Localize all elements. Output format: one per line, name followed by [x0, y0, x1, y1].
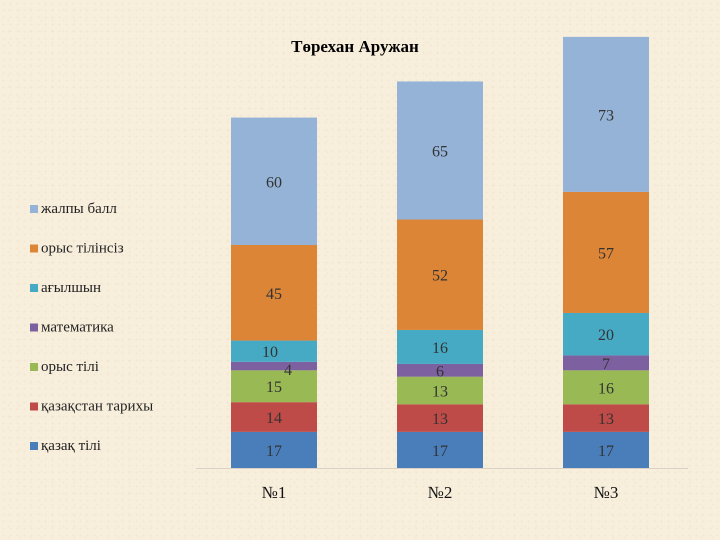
legend-label: қазақ тілі	[41, 438, 101, 454]
legend-swatch	[30, 323, 38, 332]
data-label-4-1: 4	[284, 362, 292, 379]
category-label-2: №2	[428, 483, 453, 502]
category-label-1: №1	[262, 483, 287, 502]
legend-item-6: қазақстан тарихы	[30, 399, 153, 415]
legend-label: орыс тілі	[41, 359, 99, 375]
bar-1-1	[231, 431, 317, 468]
bar-4-2	[397, 363, 483, 377]
bar-1-3	[563, 431, 649, 468]
bar-6-3	[563, 191, 649, 313]
bar-4-3	[563, 355, 649, 371]
bar-5-3	[563, 312, 649, 356]
legend-item-1: жалпы балл	[30, 201, 117, 217]
data-label-4-2: 6	[436, 363, 444, 380]
legend-swatch	[30, 363, 38, 371]
bar-7-1	[231, 117, 317, 245]
plot-area: 17 14 154 10 45 60 №1 17 13 13 6 16 52 65 №2 17 13 16 7 20 5…	[196, 36, 688, 502]
bar-3-2	[397, 376, 483, 405]
data-label-1-1: 17	[266, 443, 282, 460]
data-label-1-2: 17	[432, 443, 448, 460]
bar-5-2	[397, 329, 483, 364]
bar-3-3	[563, 370, 649, 405]
bar-2-1	[231, 402, 317, 432]
data-label-1-3: 17	[598, 443, 614, 460]
data-label-5-1: 10	[262, 344, 278, 361]
bar-2-2	[397, 404, 483, 432]
bar-6-1	[231, 245, 317, 341]
chart-title: Төрехан Аружан	[291, 37, 419, 56]
data-label-6-1: 45	[266, 286, 282, 303]
legend-item-4: математика	[30, 320, 114, 336]
data-label-3-3: 16	[598, 380, 614, 397]
category-label-3: №3	[594, 483, 619, 502]
bar-7-2	[397, 81, 483, 220]
legend-swatch	[30, 284, 38, 292]
bar-5-1	[231, 340, 317, 362]
data-label-7-3: 73	[598, 107, 614, 124]
legend: жалпы балл орыс тілінсіз ағылшын математика…	[30, 201, 153, 454]
bar-6-2	[397, 219, 483, 330]
legend-swatch	[30, 402, 38, 411]
data-label-5-2: 16	[432, 340, 448, 357]
legend-swatch	[30, 442, 38, 450]
legend-swatch	[30, 205, 38, 213]
legend-label: қазақстан тарихы	[41, 399, 153, 415]
bar-3-1	[231, 370, 317, 403]
data-label-2-3: 13	[598, 411, 614, 428]
data-label-3-2: 13	[432, 383, 448, 400]
legend-item-5: орыс тілі	[30, 359, 99, 375]
data-label-2-2: 13	[432, 411, 448, 428]
bar-2-3	[563, 404, 649, 432]
data-label-3-1: 15	[266, 379, 282, 396]
bar-7-3	[563, 36, 649, 192]
legend-item-3: ағылшын	[30, 280, 101, 296]
legend-swatch	[30, 244, 38, 253]
data-label-7-1: 60	[266, 174, 282, 191]
data-label-4-3: 7	[602, 356, 610, 373]
data-label-2-1: 14	[266, 410, 282, 427]
legend-label: математика	[41, 320, 114, 336]
legend-item-2: орыс тілінсіз	[30, 241, 124, 257]
legend-label: ағылшын	[41, 280, 101, 296]
legend-item-7: қазақ тілі	[30, 438, 101, 454]
data-label-5-3: 20	[598, 327, 614, 344]
bar-4-1	[231, 361, 317, 371]
data-label-6-3: 57	[598, 245, 614, 262]
legend-label: орыс тілінсіз	[41, 241, 124, 257]
data-label-7-2: 65	[432, 143, 448, 160]
legend-label: жалпы балл	[40, 201, 117, 217]
data-label-6-2: 52	[432, 268, 448, 285]
bar-1-2	[397, 431, 483, 468]
